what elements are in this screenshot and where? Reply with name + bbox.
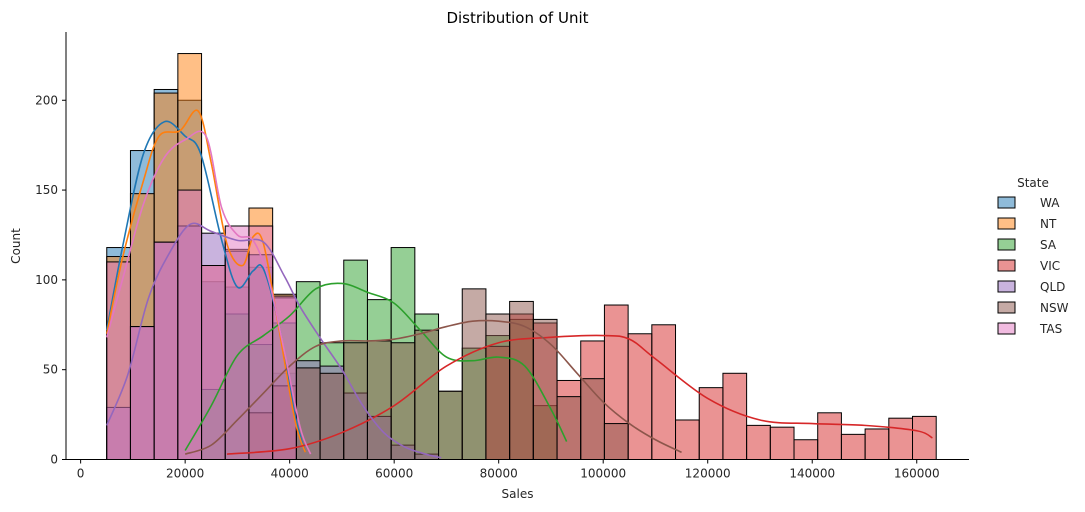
kde-line-sa	[184, 282, 568, 451]
bar-vic-34	[912, 415, 937, 460]
legend-label-tas: TAS	[1039, 322, 1062, 336]
x-ticks: 0 20000 40000 60000 80000 100000 120000 140000 1…	[77, 459, 940, 481]
bar-nsw-10	[343, 342, 368, 460]
bar-vic-28	[769, 426, 795, 460]
bar-vic-25	[698, 387, 724, 461]
x-tick-label: 80000	[480, 467, 518, 481]
x-axis-label: Sales	[502, 487, 534, 501]
kde-line-tas	[105, 130, 312, 455]
bar-vic-32	[864, 428, 890, 461]
series-tas-bars	[106, 189, 297, 461]
bar-nsw-15	[461, 288, 487, 461]
bar-tas-1	[129, 326, 155, 460]
legend-swatch-vic	[997, 259, 1016, 272]
bar-vic-31	[840, 433, 866, 460]
bar-vic-33	[888, 417, 914, 461]
y-tick-label: 50	[43, 363, 58, 377]
bar-tas-4	[201, 265, 226, 460]
axes	[65, 32, 969, 460]
x-tick-label: 20000	[166, 467, 204, 481]
bar-vic-30	[817, 412, 842, 460]
y-ticks: 0 50 100 150 200	[35, 93, 66, 467]
histogram-bars	[106, 53, 937, 461]
legend-swatch-tas	[997, 322, 1016, 335]
y-tick-label: 150	[35, 183, 58, 197]
x-tick-label: 160000	[894, 467, 940, 481]
legend-label-nt: NT	[1040, 217, 1057, 231]
bar-nsw-16	[485, 313, 511, 461]
x-tick-label: 0	[77, 467, 85, 481]
bar-nsw-11	[366, 340, 392, 461]
legend-title: State	[1017, 176, 1049, 190]
legend-swatch-nt	[997, 217, 1016, 230]
legend-swatch-wa	[997, 196, 1016, 209]
bar-vic-26	[722, 372, 748, 461]
chart-title: Distribution of Unit	[446, 9, 588, 27]
bar-nsw-21	[603, 423, 629, 460]
legend-swatch-qld	[997, 280, 1016, 293]
x-tick-label: 60000	[375, 467, 413, 481]
kde-curves	[105, 109, 933, 459]
x-tick-label: 40000	[271, 467, 309, 481]
x-tick-label: 100000	[580, 467, 626, 481]
legend-label-nsw: NSW	[1040, 301, 1069, 315]
x-tick-label: 120000	[685, 467, 731, 481]
y-axis-label: Count	[9, 228, 23, 264]
legend-label-sa: SA	[1040, 238, 1057, 252]
bar-vic-29	[793, 439, 819, 461]
bar-nsw-14	[438, 390, 463, 460]
legend-label-wa: WA	[1040, 196, 1060, 210]
legend-swatch-nsw	[997, 301, 1016, 314]
legend-label-vic: VIC	[1040, 259, 1060, 273]
bar-vic-24	[675, 419, 700, 460]
y-tick-label: 100	[35, 273, 58, 287]
x-tick-label: 140000	[789, 467, 835, 481]
y-tick-label: 0	[50, 453, 58, 467]
kde-line-vic	[226, 334, 933, 455]
y-tick-label: 200	[35, 93, 58, 107]
legend: State WA NT SA VIC QLD NSW TAS	[997, 176, 1069, 336]
kde-line-nsw	[184, 319, 682, 455]
legend-label-qld: QLD	[1040, 280, 1065, 294]
bar-nsw-13	[414, 329, 440, 460]
legend-swatch-sa	[997, 238, 1016, 251]
bar-vic-27	[746, 424, 771, 461]
bar-nsw-9	[319, 372, 345, 461]
bar-tas-3	[177, 189, 203, 460]
kde-line-qld	[106, 222, 442, 459]
